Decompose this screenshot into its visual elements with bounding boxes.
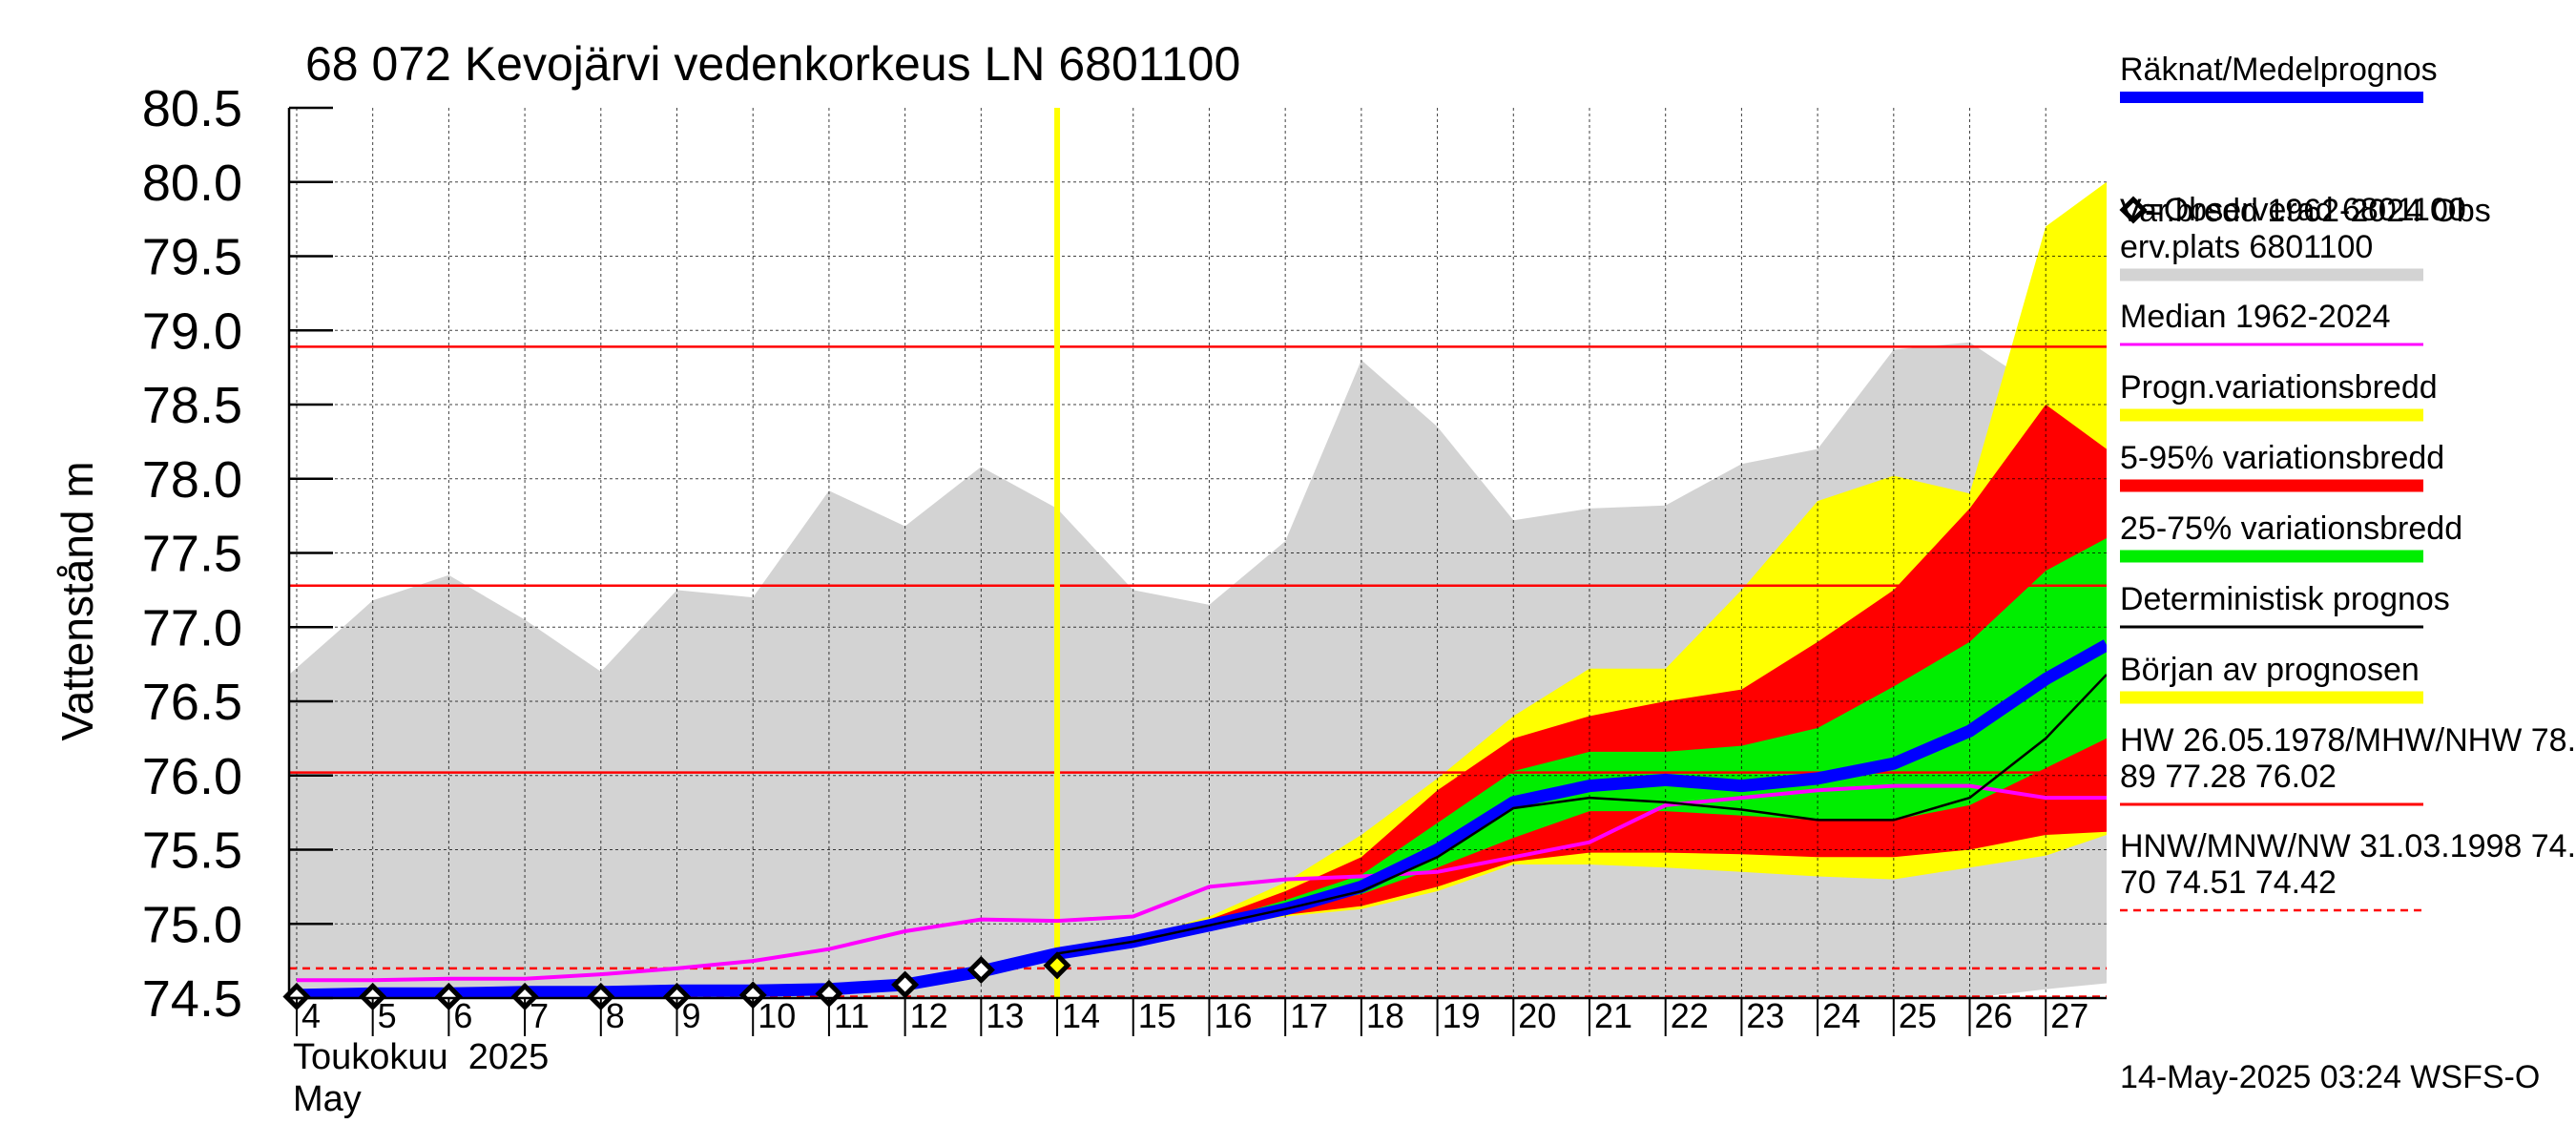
- x-tick-label: 16: [1214, 996, 1252, 1035]
- x-tick-label: 15: [1138, 996, 1176, 1035]
- legend-label: 25-75% variationsbredd: [2120, 510, 2462, 547]
- legend-label: Var.bredd 1962-2024 Obs: [2120, 193, 2491, 229]
- x-tick-label: 19: [1443, 996, 1481, 1035]
- y-tick-label: 75.0: [142, 896, 242, 953]
- x-tick-label: 6: [453, 996, 472, 1035]
- plot-content: [289, 108, 2107, 998]
- x-axis-month-label: Toukokuu 2025: [293, 1037, 549, 1077]
- legend-label-cont: erv.plats 6801100: [2120, 229, 2373, 265]
- legend-label: Progn.variationsbredd: [2120, 369, 2438, 406]
- x-axis-month-label-en: May: [293, 1079, 362, 1119]
- x-tick-label: 14: [1062, 996, 1100, 1035]
- x-tick-label: 24: [1822, 996, 1860, 1035]
- range-25-75-band: [1057, 538, 2107, 954]
- x-tick-label: 23: [1746, 996, 1784, 1035]
- y-tick-label: 74.5: [142, 970, 242, 1028]
- timestamp: 14-May-2025 03:24 WSFS-O: [2120, 1059, 2540, 1095]
- legend-label: 5-95% variationsbredd: [2120, 440, 2444, 476]
- x-tick-label: 20: [1518, 996, 1556, 1035]
- legend-label: =Observerad 6801100: [2145, 192, 2466, 228]
- y-tick-label: 78.0: [142, 451, 242, 509]
- legend-label: HNW/MNW/NW 31.03.1998 74.: [2120, 828, 2576, 864]
- y-tick-label: 78.5: [142, 377, 242, 434]
- median-line: [297, 783, 2107, 983]
- x-tick-label: 17: [1290, 996, 1328, 1035]
- legend-label: Median 1962-2024: [2120, 299, 2391, 335]
- legend-label-cont: 89 77.28 76.02: [2120, 759, 2337, 795]
- x-tick-label: 18: [1366, 996, 1404, 1035]
- x-tick-label: 9: [682, 996, 701, 1035]
- y-tick-label: 80.0: [142, 155, 242, 212]
- x-tick-label: 21: [1594, 996, 1632, 1035]
- legend-label-cont: 70 74.51 74.42: [2120, 864, 2337, 901]
- x-tick-label: 7: [530, 996, 549, 1035]
- x-tick-label: 5: [378, 996, 397, 1035]
- x-tick-label: 12: [910, 996, 948, 1035]
- y-axis-label: Vattenstånd m: [52, 461, 102, 740]
- x-tick-label: 8: [606, 996, 625, 1035]
- x-tick-label: 13: [986, 996, 1024, 1035]
- x-tick-label: 11: [834, 996, 869, 1035]
- y-tick-label: 76.0: [142, 748, 242, 805]
- y-tick-label: 79.0: [142, 302, 242, 360]
- observed-point: [966, 955, 995, 984]
- legend-label: Deterministisk prognos: [2120, 581, 2450, 617]
- y-tick-label: 77.0: [142, 599, 242, 656]
- observed-point: [891, 970, 920, 999]
- x-axis-ticks: 4 5 6 7 8 9 10 11 12 13 14 15 16 17 18 19 20 21 22 23 24 25 26…: [295, 996, 2088, 1036]
- legend-label: HW 26.05.1978/MHW/NHW 78.: [2120, 722, 2576, 759]
- x-tick-label: 10: [758, 996, 796, 1035]
- y-tick-label: 80.5: [142, 80, 242, 137]
- y-tick-label: 75.5: [142, 822, 242, 880]
- y-axis-ticks: 74.5 75.0 75.5 76.0 76.5 77.0 77.5 78.0 78.5 79.0…: [142, 80, 333, 1028]
- plot-area: [282, 108, 2107, 1010]
- x-tick-label: 26: [1975, 996, 2013, 1035]
- x-tick-label: 27: [2050, 996, 2088, 1035]
- x-tick-label: 22: [1671, 996, 1709, 1035]
- chart-title: 68 072 Kevojärvi vedenkorkeus LN 6801100: [305, 37, 1240, 91]
- x-tick-label: 25: [1899, 996, 1937, 1035]
- legend-label: Räknat/Medelprognos: [2120, 52, 2438, 88]
- y-tick-label: 76.5: [142, 674, 242, 731]
- y-tick-label: 77.5: [142, 526, 242, 583]
- legend-label: Början av prognosen: [2120, 652, 2420, 688]
- legend: Räknat/Medelprognos =Observerad 6801100Va…: [2119, 52, 2576, 912]
- legend-observed-diamond: [2119, 196, 2148, 224]
- y-tick-label: 79.5: [142, 229, 242, 286]
- observed-point: [1043, 951, 1071, 980]
- x-tick-label: 4: [301, 996, 321, 1035]
- deterministic-forecast-line: [1056, 674, 2107, 955]
